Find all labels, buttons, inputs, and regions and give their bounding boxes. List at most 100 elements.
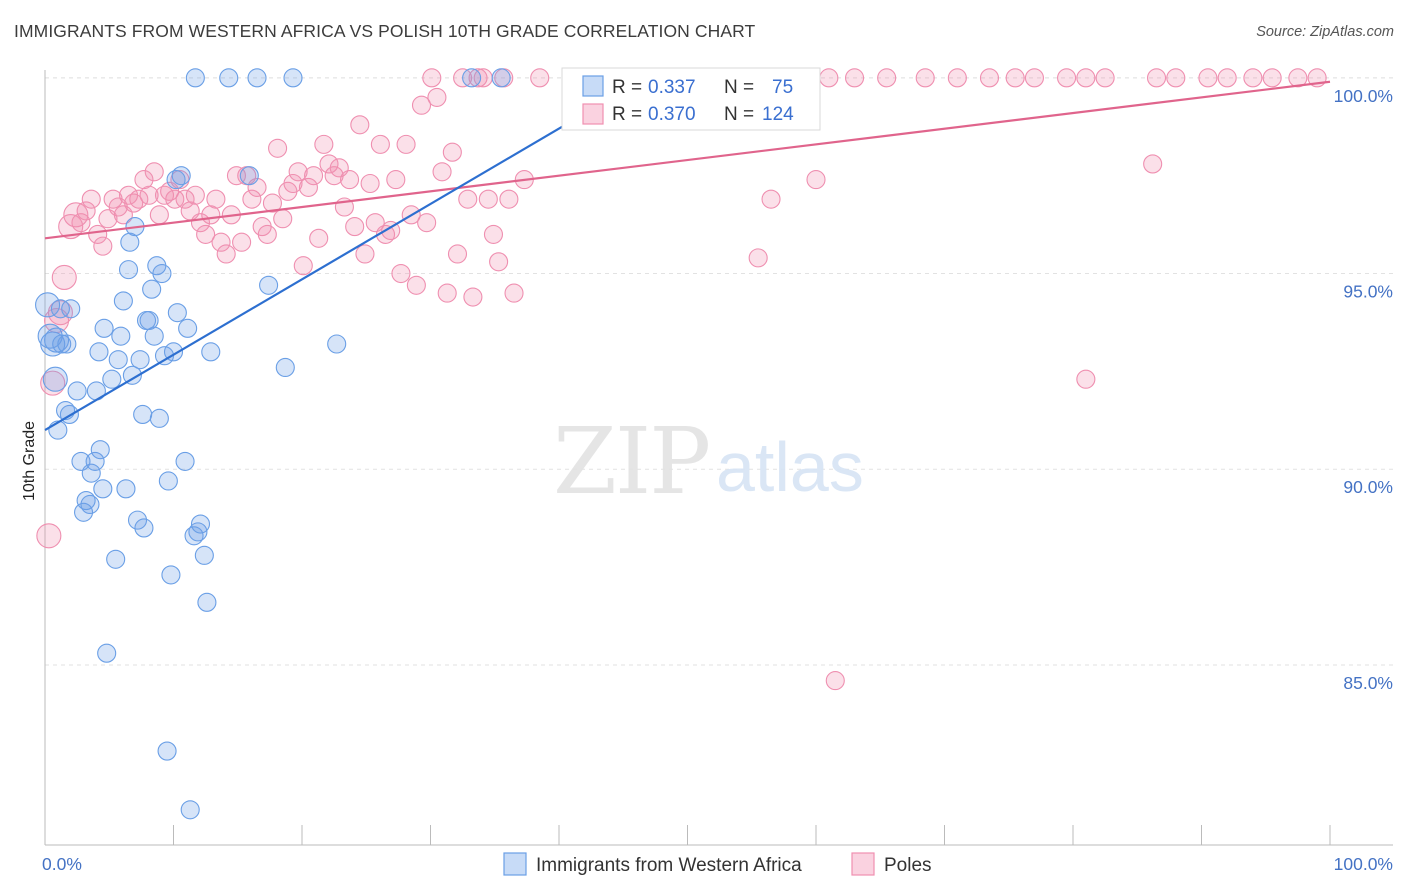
pole-point <box>88 224 108 244</box>
western-africa-point <box>188 522 208 542</box>
axes <box>44 70 1393 846</box>
western-africa-point <box>157 741 177 761</box>
pole-point <box>504 283 524 303</box>
pole-point <box>1057 68 1077 88</box>
pole-point <box>257 224 277 244</box>
legend-r-value-2: 0.370 <box>648 104 696 125</box>
pole-point <box>468 68 488 88</box>
western-africa-point <box>44 327 70 353</box>
western-africa-point <box>491 68 511 88</box>
western-africa-point <box>194 545 214 565</box>
pole-point <box>345 217 365 237</box>
pole-point <box>232 232 252 252</box>
pole-point <box>1076 369 1096 389</box>
pole-point <box>242 189 262 209</box>
western-africa-point <box>180 800 200 820</box>
grid-lines <box>45 77 1393 666</box>
western-africa-point <box>144 326 164 346</box>
pole-point <box>40 370 66 396</box>
legend-n-value-1: 75 <box>772 77 793 98</box>
pole-point <box>806 170 826 190</box>
western-africa-point <box>197 592 217 612</box>
western-africa-point <box>106 549 126 569</box>
western-africa-point <box>90 440 110 460</box>
x-tick-label-max: 100.0% <box>1334 854 1393 874</box>
pole-point <box>165 189 185 209</box>
western-africa-point <box>239 166 259 186</box>
pole-point <box>1198 68 1218 88</box>
pole-point <box>447 244 468 264</box>
pole-point <box>288 162 308 182</box>
western-africa-point <box>167 303 187 323</box>
pole-point <box>1217 68 1237 88</box>
pole-point <box>124 193 144 213</box>
legend-r-value-1: 0.337 <box>648 77 696 98</box>
western-africa-point <box>247 68 267 88</box>
pole-point <box>748 248 768 268</box>
series-legend-label-blue: Immigrants from Western Africa <box>536 855 802 876</box>
pole-point <box>211 232 231 252</box>
pole-point <box>761 189 781 209</box>
western-africa-point <box>50 299 70 319</box>
pole-point <box>442 142 462 162</box>
pole-point <box>417 213 437 233</box>
series-legend-label-pink: Poles <box>884 855 932 876</box>
western-africa-trend-line <box>44 123 566 432</box>
western-africa-point <box>139 310 159 331</box>
pole-point <box>1166 68 1186 88</box>
pole-point <box>819 68 839 88</box>
pole-point <box>134 170 154 190</box>
legend-r-label-2: R = <box>612 104 642 125</box>
pole-point <box>386 170 406 190</box>
y-tick-label: 90.0% <box>1343 477 1393 497</box>
pole-point <box>844 68 865 88</box>
y-tick-label: 100.0% <box>1334 86 1393 106</box>
pole-point <box>411 95 432 115</box>
western-africa-point <box>85 451 105 471</box>
legend-swatch-blue <box>582 75 604 97</box>
pole-point <box>825 671 845 691</box>
western-africa-point <box>134 518 154 538</box>
trend-lines <box>44 80 1331 432</box>
western-africa-point <box>149 408 169 428</box>
pole-point <box>427 87 447 107</box>
pole-point <box>47 300 73 326</box>
pole-point <box>144 162 164 182</box>
western-africa-point <box>67 381 87 401</box>
stats-legend: R = 0.337 N = 75 R = 0.370 N = 124 <box>561 67 821 131</box>
western-africa-point <box>201 342 221 362</box>
pole-point <box>355 244 375 264</box>
series-legend: Immigrants from Western Africa Poles <box>503 852 932 876</box>
western-africa-point <box>80 494 100 515</box>
western-africa-point <box>113 291 133 311</box>
pole-point <box>360 173 380 194</box>
western-africa-point <box>127 510 148 530</box>
western-africa-point <box>185 68 205 88</box>
legend-n-label-2: N = <box>724 104 754 125</box>
western-africa-point <box>57 334 77 354</box>
pole-point <box>268 138 288 158</box>
pole-point <box>483 224 504 244</box>
pole-point <box>499 189 519 209</box>
pole-point <box>1262 68 1282 88</box>
western-africa-point <box>161 565 181 585</box>
pole-point <box>247 177 267 197</box>
western-africa-point <box>158 471 178 491</box>
pole-point <box>1288 68 1308 88</box>
pole-point <box>947 68 967 88</box>
western-africa-point <box>93 479 113 499</box>
western-africa-point <box>219 68 239 88</box>
western-africa-point <box>259 275 279 295</box>
pole-point <box>530 68 550 88</box>
pole-point <box>71 213 91 233</box>
western-africa-point <box>190 514 211 534</box>
watermark-atlas: atlas <box>716 428 864 506</box>
western-africa-point <box>133 404 153 424</box>
poles-trend-line <box>44 80 1331 240</box>
watermark-zip: ZIP <box>553 408 709 515</box>
western-africa-point <box>178 318 198 338</box>
pole-point <box>76 201 96 221</box>
source-label: Source: ZipAtlas.com <box>1256 24 1394 40</box>
pole-point <box>1095 68 1115 88</box>
